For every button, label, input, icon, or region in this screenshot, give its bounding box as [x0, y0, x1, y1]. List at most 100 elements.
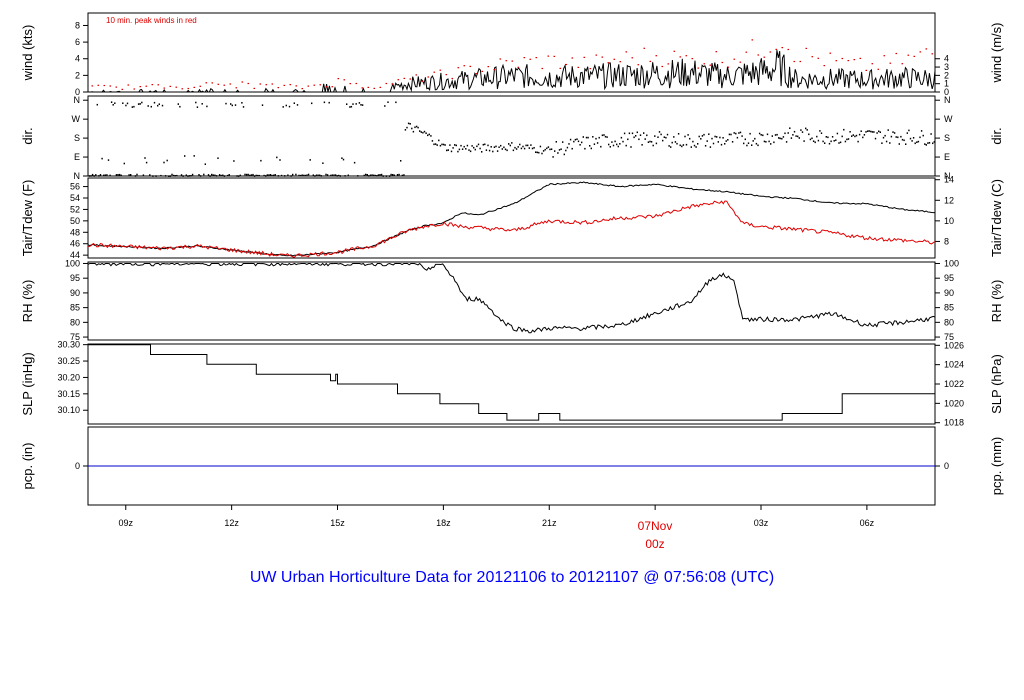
series-direction-point	[774, 134, 777, 136]
series-direction-point	[725, 140, 727, 142]
series-direction-point	[806, 129, 808, 131]
series-direction-point	[441, 143, 443, 146]
series-peak-point	[715, 51, 718, 53]
series-peak-point	[289, 84, 292, 86]
series-peak-point	[367, 86, 370, 88]
series-peak-point	[205, 82, 208, 84]
series-direction-point	[800, 129, 802, 131]
series-direction-point	[417, 126, 419, 129]
series-direction-point	[398, 173, 400, 176]
series-direction-point	[434, 143, 437, 145]
series-peak-point	[265, 84, 268, 86]
x-tick-label: 15z	[330, 518, 345, 528]
series-direction-point	[711, 137, 713, 140]
series-direction-point	[465, 148, 467, 150]
series-direction-point	[630, 146, 632, 148]
series-direction-point	[114, 102, 116, 104]
series-direction-point	[234, 104, 237, 106]
series-direction-point	[474, 148, 476, 151]
series-direction-point	[866, 130, 869, 132]
panel-frame	[87, 261, 936, 341]
series-direction-point	[577, 140, 580, 143]
series-peak-point	[805, 47, 808, 49]
series-peak-point	[247, 82, 250, 85]
series-direction-point	[473, 146, 475, 149]
series-direction-point	[403, 174, 405, 176]
series-peak-point	[877, 68, 880, 70]
series-direction-point	[492, 150, 494, 153]
series-peak-point	[475, 73, 478, 75]
series-peak-point	[649, 60, 652, 62]
series-direction-point	[789, 127, 791, 129]
series-peak-point	[901, 63, 904, 65]
series-direction-point	[912, 137, 915, 139]
series-direction-point	[554, 150, 556, 152]
series-direction-point	[822, 140, 824, 143]
series-direction-point	[145, 161, 148, 164]
series-peak-point	[799, 60, 802, 63]
series-peak-point	[295, 85, 298, 87]
series-direction-point	[249, 174, 251, 177]
series-direction-point	[722, 137, 724, 139]
date-label: 07Nov	[638, 519, 673, 533]
series-direction-point	[665, 136, 667, 139]
series-peak-point	[319, 84, 322, 86]
series-direction-point	[816, 135, 818, 138]
series-direction-point	[730, 133, 732, 136]
series-peak-point	[169, 85, 172, 87]
series-peak-point	[589, 68, 592, 70]
series-direction-point	[544, 148, 546, 151]
series-peak-point	[109, 85, 112, 87]
series-direction-point	[88, 175, 91, 177]
series-peak-point	[487, 66, 490, 68]
series-direction-point	[701, 135, 704, 137]
series-direction-point	[649, 140, 651, 143]
series-direction-point	[193, 155, 195, 157]
series-direction-point	[269, 174, 272, 176]
series-direction-point	[752, 140, 754, 142]
series-direction-point	[425, 132, 427, 134]
series-direction-point	[328, 101, 330, 104]
series-direction-point	[758, 132, 761, 135]
right-tick-label: 85	[944, 303, 954, 313]
series-direction-point	[128, 174, 130, 176]
series-direction-point	[893, 132, 896, 134]
series-direction-point	[452, 147, 454, 149]
series-direction-point	[412, 130, 415, 133]
series-direction-point	[395, 101, 397, 104]
series-peak-point	[175, 86, 178, 88]
series-direction-point	[569, 138, 572, 141]
series-direction-point	[520, 147, 523, 150]
series-direction-point	[674, 141, 677, 143]
series-direction-point	[719, 136, 721, 139]
series-peak-point	[865, 69, 868, 71]
series-direction-point	[496, 150, 499, 152]
series-direction-point	[908, 129, 910, 132]
series-direction-point	[241, 102, 243, 104]
series-direction-point	[801, 131, 804, 133]
series-direction-point	[741, 135, 743, 137]
series-direction-point	[639, 134, 642, 136]
series-direction-point	[350, 105, 353, 108]
series-direction-point	[353, 161, 356, 164]
series-peak-point	[439, 69, 442, 71]
series-direction-point	[635, 135, 637, 137]
series-direction-point	[182, 175, 184, 177]
series-direction-point	[347, 174, 349, 177]
series-direction-point	[924, 143, 926, 145]
series-peak-point	[895, 52, 898, 55]
series-direction-point	[263, 174, 265, 177]
series-peak-point	[325, 86, 328, 88]
series-direction-point	[407, 122, 410, 125]
series-direction-point	[238, 175, 240, 177]
left-tick-label: 54	[70, 193, 80, 203]
series-peak-point	[763, 56, 766, 58]
series-direction-point	[736, 136, 739, 139]
series-direction-point	[288, 105, 291, 108]
series-direction-point	[104, 174, 106, 176]
series-direction-point	[812, 140, 815, 142]
series-direction-point	[107, 159, 110, 161]
ylabel-left: pcp. (in)	[20, 443, 35, 490]
series-direction-point	[130, 174, 132, 176]
series-peak-point	[235, 87, 238, 89]
